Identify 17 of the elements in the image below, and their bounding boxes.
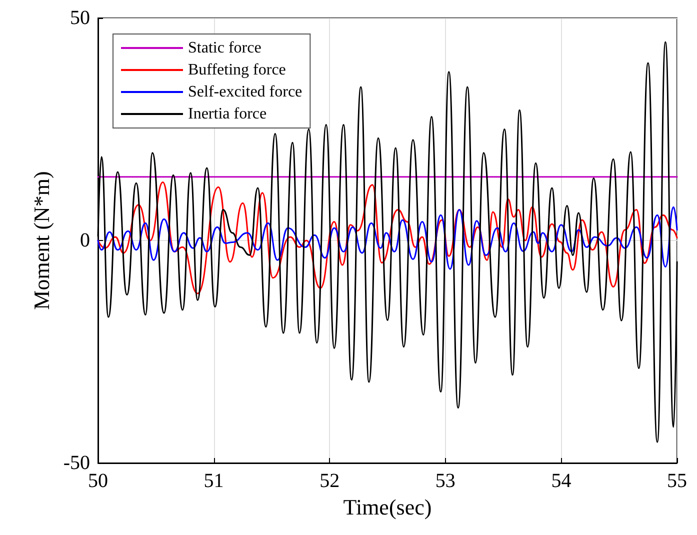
x-tick-label: 50 xyxy=(88,470,108,492)
x-tick-label: 54 xyxy=(551,470,572,492)
line-series xyxy=(97,181,678,294)
x-tick-label: 52 xyxy=(320,470,340,492)
legend-label: Static force xyxy=(188,40,262,56)
legend-label: Self-excited force xyxy=(188,84,302,100)
x-tick-label: 51 xyxy=(204,470,224,492)
y-tick-label: -50 xyxy=(63,452,90,474)
x-tick-label: 55 xyxy=(667,470,687,492)
y-axis-title: Moment (N*m) xyxy=(28,171,54,310)
x-tick-label: 53 xyxy=(435,470,456,492)
legend-label: Inertia force xyxy=(188,106,267,122)
x-axis-title: Time(sec) xyxy=(343,494,432,520)
line-series xyxy=(97,206,678,270)
y-tick-label: 50 xyxy=(70,7,90,29)
y-tick-label: 0 xyxy=(80,230,90,252)
legend-label: Buffeting force xyxy=(188,62,286,78)
